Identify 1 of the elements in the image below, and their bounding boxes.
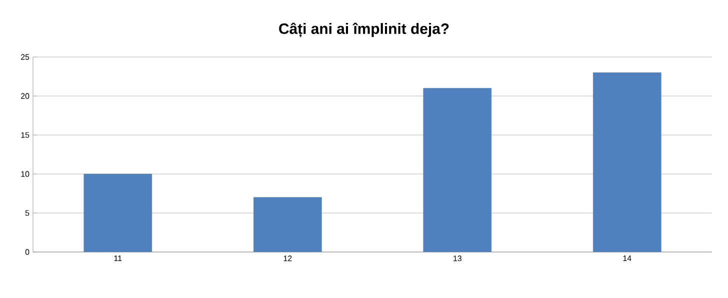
chart-title: Câți ani ai împlinit deja? xyxy=(279,22,449,38)
